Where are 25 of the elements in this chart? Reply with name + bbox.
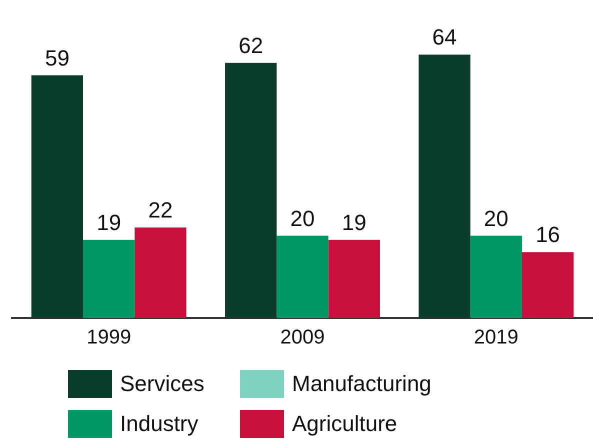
bar [522, 252, 574, 318]
bar [134, 227, 186, 318]
data-label: 22 [148, 198, 173, 223]
legend-label: Industry [120, 411, 198, 437]
x-tick-label: 2009 [280, 326, 325, 349]
data-label: 19 [96, 210, 122, 235]
bar [83, 240, 135, 318]
data-label: 62 [238, 32, 264, 58]
legend-label: Agriculture [292, 411, 398, 437]
x-tick-label: 1999 [86, 326, 132, 349]
data-label: 64 [432, 24, 457, 50]
bar [276, 236, 328, 318]
data-label: 16 [536, 222, 560, 248]
legend-label: Services [120, 371, 204, 397]
bar [328, 240, 380, 318]
data-label: 59 [44, 45, 70, 70]
bar [418, 54, 470, 318]
data-label: 20 [484, 206, 508, 231]
bar [470, 236, 522, 318]
data-label: 19 [342, 210, 366, 235]
data-label: 20 [290, 206, 315, 231]
bar [225, 62, 277, 318]
x-tick-label: 2019 [474, 326, 518, 349]
legend-label: Manufacturing [292, 371, 432, 397]
bar [31, 75, 84, 318]
